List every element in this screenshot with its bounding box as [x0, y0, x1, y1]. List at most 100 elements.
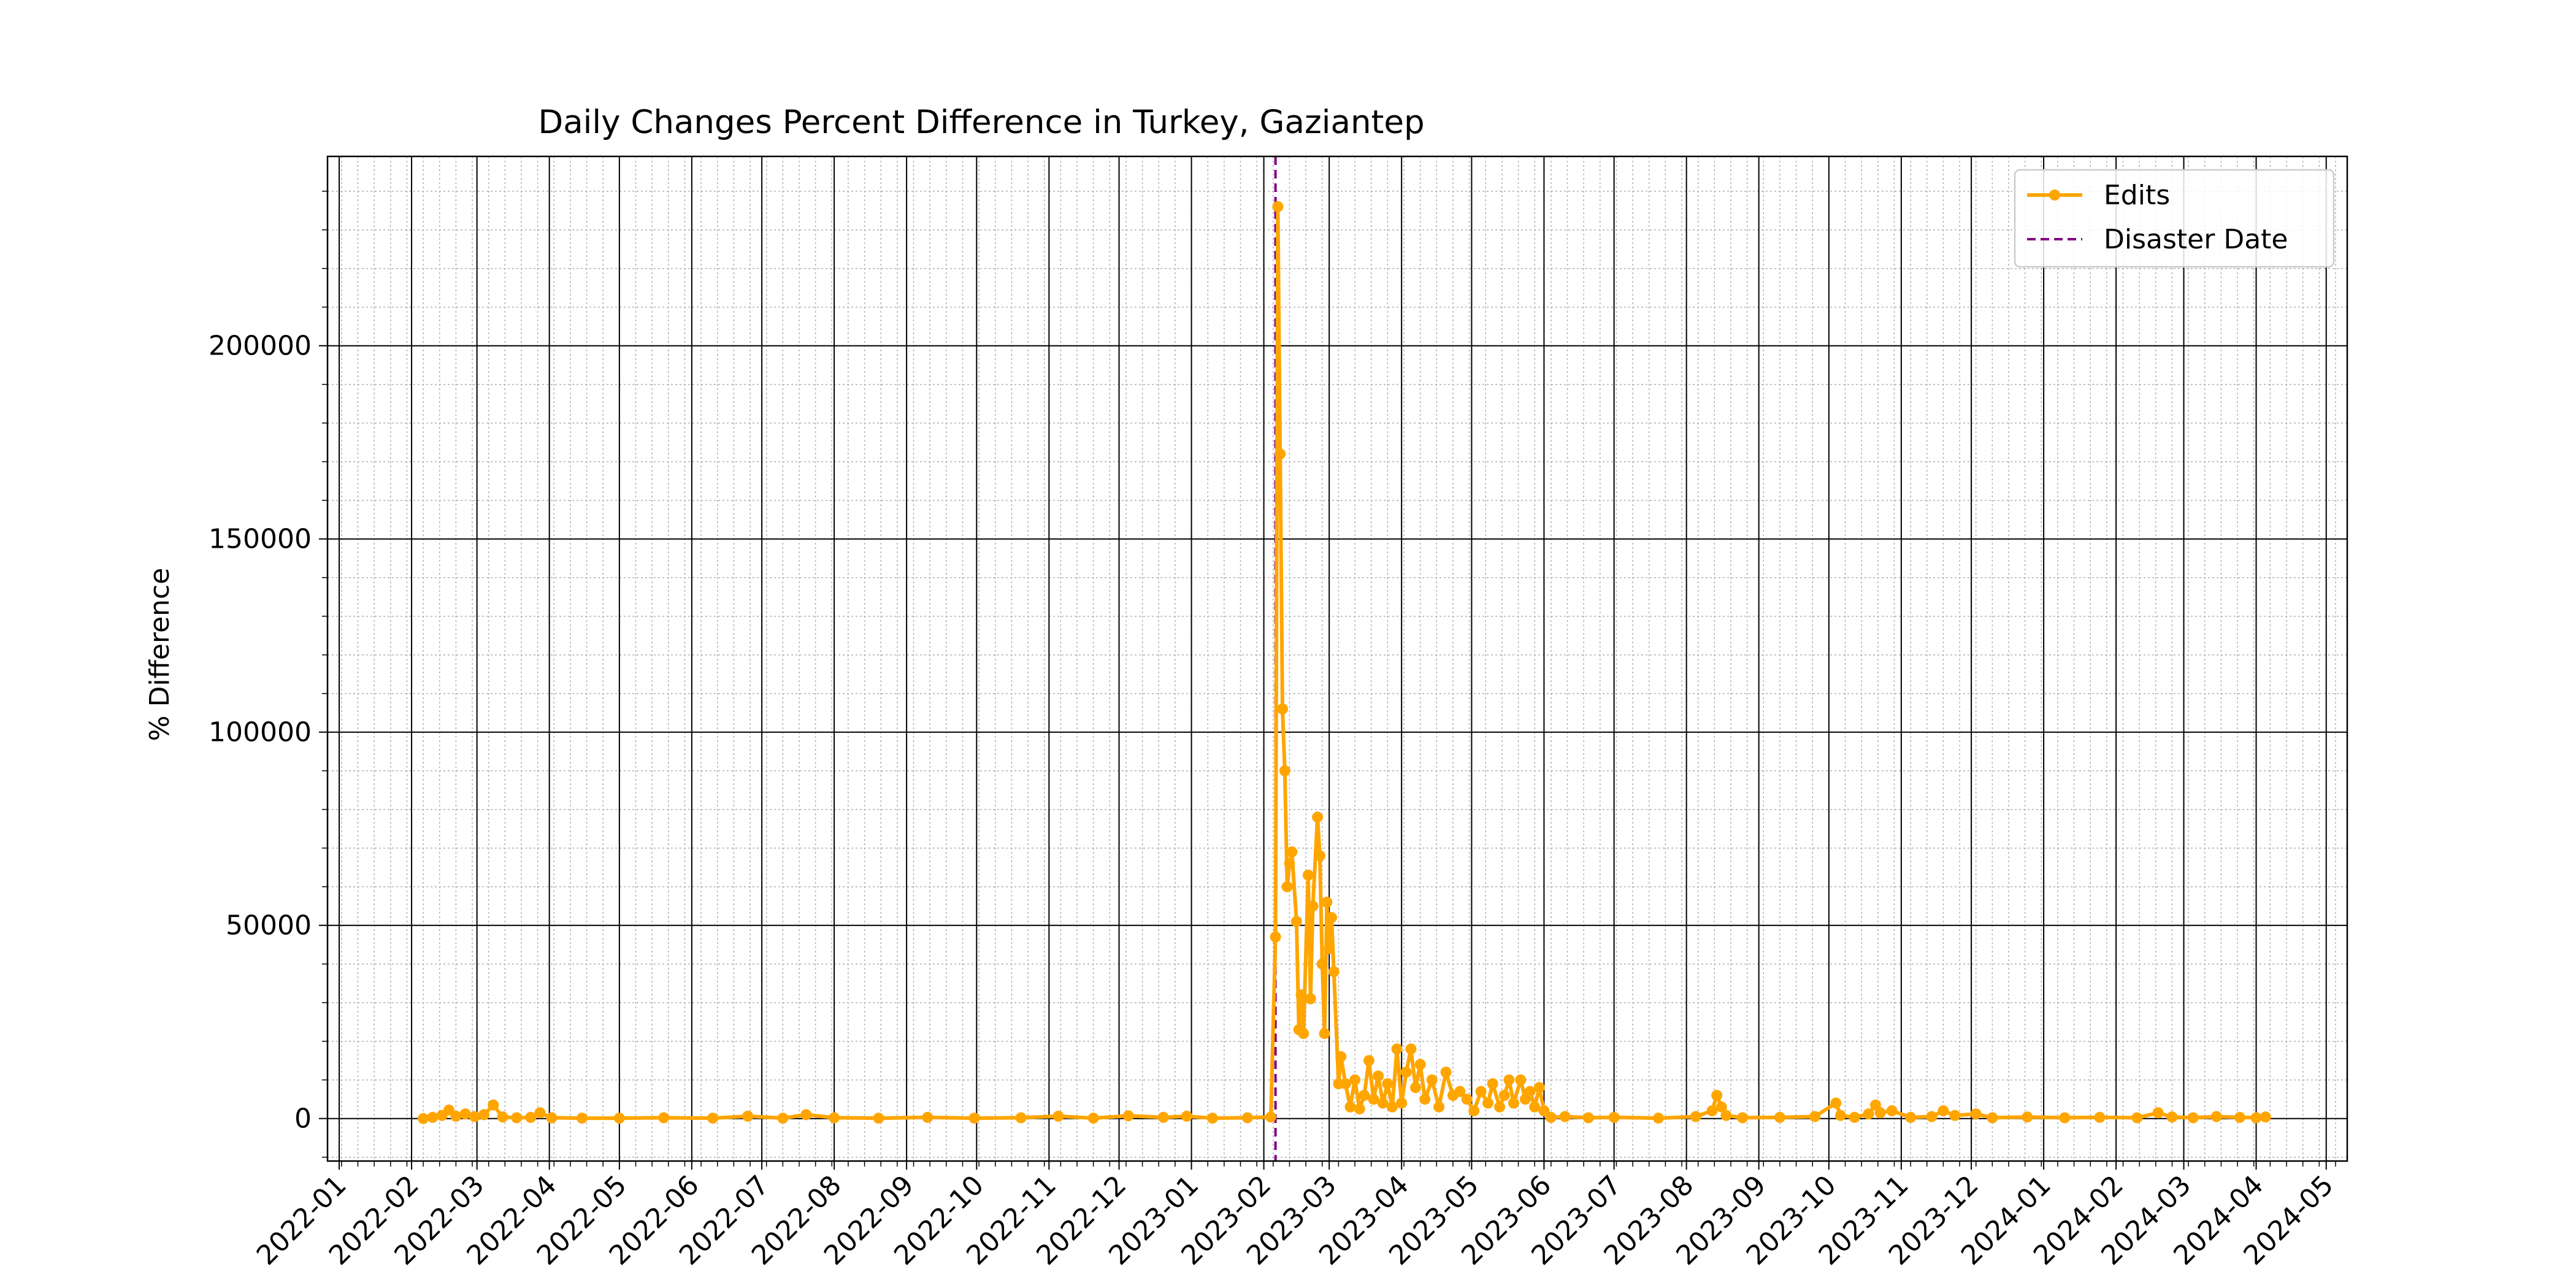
edits-point: [1440, 1067, 1452, 1078]
edits-point: [1494, 1101, 1506, 1113]
edits-point: [1295, 989, 1307, 1001]
edits-point: [1340, 1078, 1351, 1089]
edits-point: [1206, 1113, 1218, 1124]
edits-point: [1324, 943, 1335, 954]
edits-point: [1849, 1111, 1860, 1123]
edits-point: [1316, 958, 1328, 970]
edits-point: [1321, 896, 1333, 908]
edits-point: [450, 1110, 462, 1122]
edits-point: [1087, 1113, 1099, 1124]
edits-point: [1419, 1094, 1431, 1105]
edits-point: [418, 1113, 429, 1124]
edits-point: [777, 1113, 789, 1124]
edits-point: [1559, 1111, 1571, 1122]
edits-point: [459, 1108, 471, 1120]
edits-point: [1414, 1059, 1426, 1070]
edits-point: [1290, 916, 1302, 927]
edits-point: [1949, 1110, 1961, 1121]
edits-point: [1396, 1097, 1408, 1109]
plot-marks: [418, 156, 2271, 1161]
edits-point: [658, 1112, 670, 1124]
edits-point: [1307, 900, 1319, 912]
edits-point: [1368, 1094, 1379, 1105]
edits-point: [2152, 1107, 2164, 1119]
plot-frame: [326, 155, 2348, 1162]
edits-point: [1410, 1082, 1422, 1094]
edits-point: [2260, 1111, 2271, 1123]
edits-point: [1391, 1043, 1403, 1055]
edits-point: [1363, 1055, 1374, 1067]
edits-point: [800, 1109, 812, 1121]
edits-point: [1475, 1086, 1487, 1097]
edits-point: [511, 1112, 523, 1124]
edits-point: [1503, 1074, 1515, 1086]
edits-point: [2131, 1112, 2143, 1124]
edits-point: [1279, 765, 1290, 776]
legend-disaster-label: Disaster Date: [2104, 224, 2288, 255]
y-tick-label: 0: [294, 1103, 312, 1135]
edits-point: [968, 1113, 980, 1124]
edits-point: [1938, 1105, 1949, 1117]
major-grid: [328, 156, 2347, 1161]
edits-point: [1487, 1078, 1498, 1089]
edits-point: [1874, 1107, 1886, 1119]
y-tick-label: 150000: [209, 524, 312, 555]
edits-point: [1181, 1110, 1192, 1122]
edits-point: [497, 1111, 508, 1123]
edits-point: [1834, 1110, 1846, 1121]
edits-point: [707, 1113, 719, 1124]
edits-point: [488, 1099, 499, 1111]
edits-point: [1312, 811, 1324, 823]
edits-point: [427, 1111, 439, 1123]
edits-point: [469, 1111, 480, 1122]
y-axis-label: % Difference: [144, 568, 175, 742]
edits-point: [546, 1112, 558, 1124]
edits-point: [1524, 1086, 1536, 1097]
edits-point: [1608, 1111, 1620, 1123]
edits-point: [2166, 1111, 2178, 1123]
edits-point: [1711, 1089, 1723, 1101]
edits-point: [1354, 1103, 1365, 1114]
edits-point: [1275, 448, 1286, 460]
edits-point: [2094, 1111, 2106, 1123]
edits-point: [1886, 1105, 1898, 1117]
edits-point: [1305, 993, 1316, 1005]
edits-point: [1426, 1074, 1438, 1086]
edits-point: [1498, 1089, 1510, 1101]
edits-point: [922, 1111, 933, 1123]
edits-point: [1582, 1112, 1594, 1124]
edits-point: [1272, 201, 1284, 212]
edits-point: [1433, 1101, 1445, 1113]
edits-point: [2187, 1112, 2199, 1124]
edits-point: [1386, 1101, 1398, 1113]
edits-point: [1926, 1111, 1938, 1122]
y-axis-ticks: 0 50000 100000 150000 200000: [209, 190, 328, 1158]
edits-point: [1515, 1074, 1527, 1086]
edits-point: [1545, 1111, 1557, 1123]
edits-point: [1270, 931, 1281, 943]
edits-point: [1737, 1112, 1749, 1124]
edits-point: [1400, 1067, 1412, 1078]
y-tick-label: 100000: [209, 717, 312, 748]
edits-point: [1830, 1097, 1842, 1109]
edits-point: [2250, 1112, 2262, 1124]
y-tick-label: 50000: [226, 910, 312, 941]
edits-point: [1720, 1110, 1732, 1121]
edits-point: [1706, 1105, 1718, 1117]
edits-point: [525, 1111, 537, 1123]
edits-point: [1382, 1078, 1393, 1089]
edits-point: [1405, 1043, 1417, 1055]
edits-point: [1241, 1112, 1253, 1124]
minor-grid: [328, 156, 2347, 1161]
edits-point: [1281, 881, 1293, 892]
edits-point: [1538, 1105, 1550, 1117]
legend-box: [2014, 169, 2335, 268]
edits-point: [1809, 1111, 1821, 1122]
edits-point: [1344, 1101, 1356, 1113]
edits-point: [1319, 1028, 1330, 1040]
edits-point: [1461, 1094, 1473, 1105]
edits-point: [613, 1113, 625, 1124]
edits-point: [1377, 1097, 1389, 1109]
edits-point: [1284, 857, 1295, 869]
edits-point: [1298, 1028, 1309, 1040]
